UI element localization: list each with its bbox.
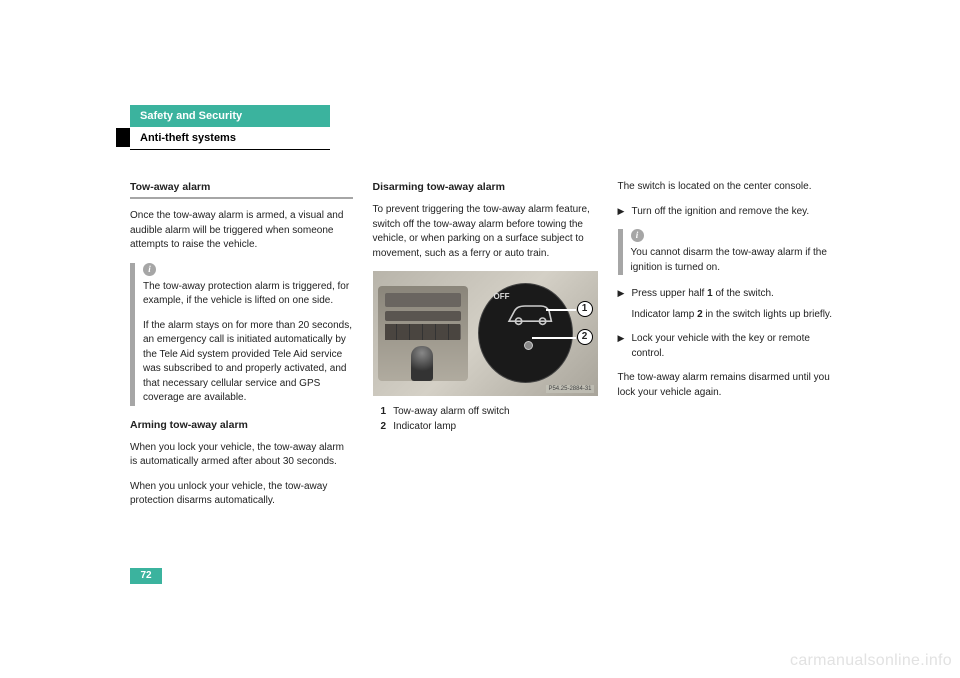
bullet-icon: ▶ bbox=[618, 205, 632, 220]
legend-item: 2 Indicator lamp bbox=[381, 419, 598, 434]
column-2: Disarming tow-away alarm To prevent trig… bbox=[373, 180, 598, 519]
col1-note-a: The tow-away protection alarm is trigger… bbox=[143, 280, 353, 309]
col1-note-b: If the alarm stays on for more than 20 s… bbox=[143, 319, 353, 406]
col1-sub: Arming tow-away alarm bbox=[130, 418, 353, 433]
col1-p2: When you lock your vehicle, the tow-away… bbox=[130, 441, 353, 470]
col2-heading: Disarming tow-away alarm bbox=[373, 180, 598, 195]
bullet-icon: ▶ bbox=[618, 287, 632, 322]
car-tilt-icon bbox=[505, 301, 553, 327]
callout-line bbox=[546, 309, 576, 311]
step-text: Press upper half 1 of the switch. Indica… bbox=[632, 287, 841, 322]
dash-button bbox=[397, 324, 410, 340]
legend-text: Tow-away alarm off switch bbox=[391, 406, 510, 417]
col3-p2: The tow-away alarm remains disarmed unti… bbox=[618, 371, 841, 400]
step-subtext: Indicator lamp 2 in the switch lights up… bbox=[632, 308, 841, 323]
col1-p3: When you unlock your vehicle, the tow-aw… bbox=[130, 480, 353, 509]
page-content: Safety and Security Anti-theft systems T… bbox=[130, 105, 840, 519]
dash-button bbox=[449, 324, 461, 340]
figure-legend: 1 Tow-away alarm off switch 2 Indicator … bbox=[373, 404, 598, 434]
bullet-icon: ▶ bbox=[618, 332, 632, 361]
col1-note: i The tow-away protection alarm is trigg… bbox=[130, 263, 353, 406]
text-part: in the switch lights up briefly. bbox=[703, 309, 832, 320]
watermark: carmanualsonline.info bbox=[790, 652, 952, 670]
dash-buttons bbox=[385, 324, 461, 340]
section-subtitle: Anti-theft systems bbox=[130, 127, 330, 150]
gear-shifter bbox=[411, 346, 433, 381]
col3-note: i You cannot disarm the tow-away alarm i… bbox=[618, 229, 841, 275]
indicator-lamp-icon bbox=[524, 341, 533, 350]
callout-2: 2 bbox=[577, 329, 593, 345]
text-part: Press upper half bbox=[632, 288, 708, 299]
figure-ref: P54.25-2884-31 bbox=[546, 385, 593, 394]
step-item: ▶ Lock your vehicle with the key or remo… bbox=[618, 332, 841, 361]
column-3: The switch is located on the center cons… bbox=[618, 180, 841, 519]
dash-button bbox=[423, 324, 436, 340]
col1-heading: Tow-away alarm bbox=[130, 180, 353, 195]
switch-oval bbox=[478, 283, 573, 383]
step-item: ▶ Turn off the ignition and remove the k… bbox=[618, 205, 841, 220]
legend-num: 1 bbox=[381, 404, 391, 419]
step-text: Turn off the ignition and remove the key… bbox=[632, 205, 841, 220]
dash-button bbox=[385, 324, 398, 340]
column-1: Tow-away alarm Once the tow-away alarm i… bbox=[130, 180, 353, 519]
info-icon: i bbox=[631, 229, 644, 242]
legend-item: 1 Tow-away alarm off switch bbox=[381, 404, 598, 419]
col3-note-text: You cannot disarm the tow-away alarm if … bbox=[631, 246, 841, 275]
text-part: Indicator lamp bbox=[632, 309, 698, 320]
col1-rule bbox=[130, 197, 353, 199]
callout-line bbox=[532, 337, 576, 339]
dash-row bbox=[385, 293, 461, 307]
step-item: ▶ Press upper half 1 of the switch. Indi… bbox=[618, 287, 841, 322]
dash-button bbox=[410, 324, 423, 340]
legend-num: 2 bbox=[381, 419, 391, 434]
callout-1: 1 bbox=[577, 301, 593, 317]
text-part: of the switch. bbox=[713, 288, 774, 299]
page-number: 72 bbox=[130, 568, 162, 584]
content-columns: Tow-away alarm Once the tow-away alarm i… bbox=[130, 180, 840, 519]
header-marker bbox=[116, 128, 130, 147]
section-tab: Safety and Security bbox=[130, 105, 330, 127]
switch-figure: OFF 1 2 P54.25-2884-31 bbox=[373, 271, 598, 396]
step-text: Lock your vehicle with the key or remote… bbox=[632, 332, 841, 361]
legend-text: Indicator lamp bbox=[391, 421, 457, 432]
col1-p1: Once the tow-away alarm is armed, a visu… bbox=[130, 209, 353, 253]
col2-p1: To prevent triggering the tow-away alarm… bbox=[373, 203, 598, 261]
col3-p1: The switch is located on the center cons… bbox=[618, 180, 841, 195]
dash-row bbox=[385, 311, 461, 321]
info-icon: i bbox=[143, 263, 156, 276]
dash-button bbox=[436, 324, 449, 340]
